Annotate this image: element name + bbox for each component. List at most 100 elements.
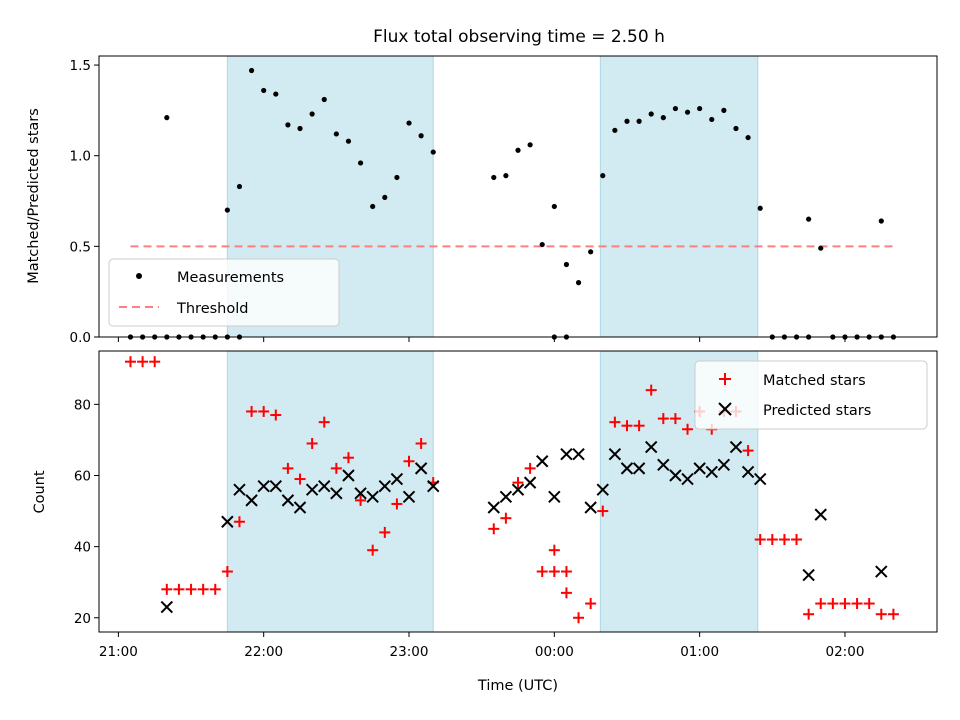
matched-star-point [560,587,572,599]
measurement-point [382,194,388,201]
bottom-legend: Matched stars Predicted stars [694,360,928,430]
measurement-point [491,174,497,181]
measurement-point [757,205,763,211]
predicted-star-point [741,465,755,479]
measurement-point [236,183,243,190]
y-tick-label: 40 [74,540,91,556]
x-tick-label: 22:00 [244,644,283,660]
matched-star-point [815,598,827,610]
x-tick-label: 21:00 [99,644,138,660]
predicted-star-point [233,483,246,496]
matched-star-point [379,526,391,538]
matched-star-point [391,498,403,510]
matched-star-point [318,416,330,428]
y-tick-label: 0.5 [70,239,91,255]
measurement-point [684,109,691,115]
measurement-point [600,173,606,179]
predicted-star-point [257,479,270,493]
matched-star-point [209,583,221,595]
matched-star-point [597,505,609,517]
predicted-star-point [596,483,609,496]
measurement-point [357,160,364,166]
predicted-star-point [487,501,500,514]
predicted-star-point [402,490,416,504]
measurement-point [721,107,727,113]
predicted-star-point [511,483,525,496]
matched-star-point [742,445,754,457]
y-tick-label: 60 [74,468,91,484]
measurement-point [806,216,812,222]
matched-star-point [803,608,815,620]
predicted-star-point [221,515,234,528]
predicted-star-point [669,469,682,482]
predicted-star-point [499,490,513,504]
predicted-star-point [305,483,319,496]
matched-star-point [185,583,197,595]
predicted-star-point [753,472,767,486]
matched-star-point [173,583,185,595]
matched-star-point [258,405,270,417]
predicted-star-point [281,494,295,507]
legend-measurements-label: Measurements [177,270,284,286]
measurement-point [672,105,679,112]
top-panel: 0.0 0.5 1.0 1.5 Matched/Predicted stars Mea… [26,55,938,346]
predicted-star-point [802,568,815,582]
matched-star-point [621,420,633,432]
predicted-star-point [572,447,585,461]
measurement-point [297,125,303,132]
matched-star-point [403,455,415,467]
matched-star-point [839,598,851,610]
predicted-star-point [342,469,355,482]
matched-star-point [560,566,572,578]
measurement-point [612,127,618,133]
predicted-star-point [293,501,307,514]
predicted-star-point [523,476,537,489]
matched-star-point [548,544,560,556]
predicted-star-point [269,479,283,493]
y-tick-label: 0.0 [70,330,91,346]
x-tick-label: 00:00 [535,644,574,660]
predicted-star-point [318,479,331,493]
measurement-point [660,115,666,121]
matched-star-point [367,544,379,556]
measurement-point [345,138,352,144]
matched-star-point [415,437,427,449]
measurement-point [709,116,715,123]
matched-star-point [657,413,669,425]
matched-star-point [161,583,173,595]
measurement-point [575,280,582,286]
matched-star-point [875,608,887,620]
y-tick-label: 1.5 [70,58,91,74]
measurement-point [224,207,230,213]
matched-star-point [669,413,681,425]
measurement-point [248,67,255,74]
legend-matched-label: Matched stars [763,373,866,389]
y-tick-label: 80 [74,397,91,413]
predicted-star-point [330,487,343,500]
measurement-point [648,111,654,117]
measurement-point [309,111,315,117]
predicted-star-point [354,487,367,500]
matched-star-point [500,512,512,524]
measurement-point [261,87,267,94]
matched-star-point [488,523,500,535]
measurement-point [285,122,291,128]
measurement-point [418,133,424,139]
measurement-point [406,120,412,126]
predicted-star-point [366,490,379,504]
matched-star-point [754,534,766,546]
matched-star-point [197,583,209,595]
predicted-star-point [620,462,634,475]
measurement-point [503,173,509,179]
measurement-point [321,96,327,103]
predicted-star-point [681,472,694,486]
matched-star-point [863,598,875,610]
x-axis-label: Time (UTC) [477,678,558,694]
matched-star-point [766,534,778,546]
measurement-point [818,245,824,251]
shaded-interval [599,55,759,338]
measurement-point [515,147,521,153]
measurement-point [636,118,642,124]
